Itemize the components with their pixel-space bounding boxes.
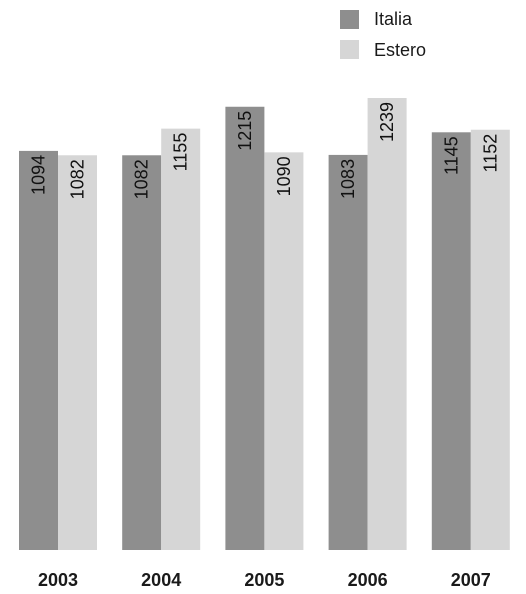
bar-estero-2006 — [367, 98, 407, 550]
category-labels: 2003 2004 2005 2006 2007 — [38, 570, 491, 590]
bar-italia-2007 — [431, 132, 471, 550]
category-label-2003: 2003 — [38, 570, 78, 590]
bar-italia-2006 — [328, 154, 368, 551]
value-label-estero-2007: 1152 — [480, 134, 500, 173]
value-label-italia-2006: 1083 — [338, 159, 358, 199]
bars-group: 1094 1082 1082 1155 1215 1090 1083 1239 1145 1152 — [19, 98, 510, 551]
value-label-italia-2004: 1082 — [132, 159, 152, 199]
legend: Italia Estero — [340, 9, 426, 60]
bar-estero-2005 — [264, 152, 304, 550]
bar-italia-2005 — [225, 106, 265, 551]
bar-italia-2004 — [122, 155, 162, 551]
bar-estero-2007 — [470, 129, 510, 550]
value-label-estero-2004: 1155 — [171, 133, 191, 172]
value-label-italia-2005: 1215 — [235, 111, 255, 151]
category-label-2005: 2005 — [244, 570, 284, 590]
legend-label-estero: Estero — [374, 40, 426, 60]
legend-swatch-estero — [340, 40, 359, 59]
legend-label-italia: Italia — [374, 9, 413, 29]
legend-item-estero: Estero — [340, 40, 426, 60]
value-label-italia-2003: 1094 — [29, 155, 49, 195]
category-label-2007: 2007 — [451, 570, 491, 590]
value-label-estero-2006: 1239 — [377, 102, 397, 142]
category-label-2006: 2006 — [348, 570, 388, 590]
category-label-2004: 2004 — [141, 570, 181, 590]
bar-italia-2003 — [19, 150, 58, 550]
value-label-estero-2003: 1082 — [68, 159, 88, 199]
value-label-italia-2007: 1145 — [441, 136, 461, 175]
legend-swatch-italia — [340, 10, 359, 29]
value-label-estero-2005: 1090 — [274, 156, 294, 196]
legend-item-italia: Italia — [340, 9, 413, 29]
bar-estero-2004 — [161, 128, 201, 550]
bar-estero-2003 — [58, 155, 97, 551]
